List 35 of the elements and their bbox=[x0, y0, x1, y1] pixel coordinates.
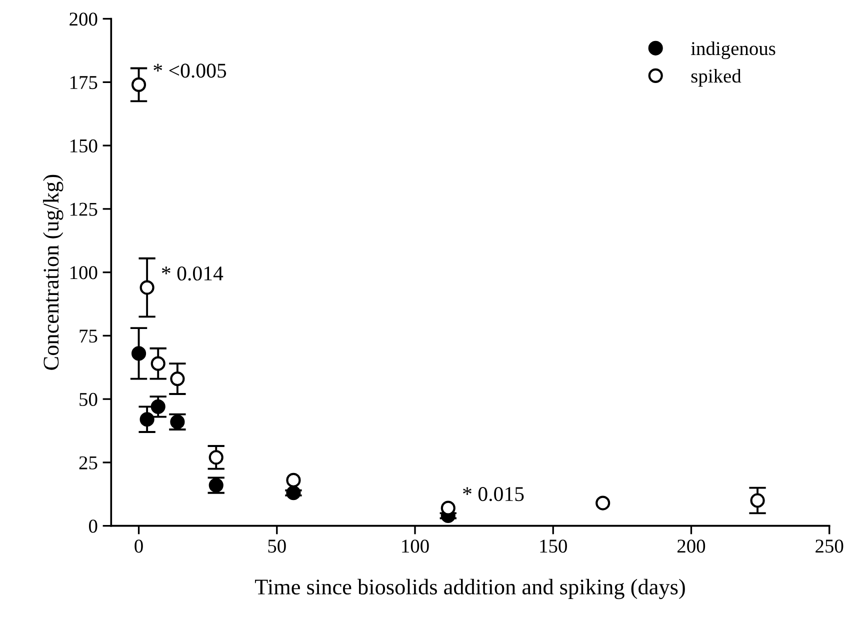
point bbox=[596, 496, 610, 510]
point bbox=[170, 372, 185, 386]
legend-label: indigenous bbox=[691, 41, 776, 60]
point bbox=[150, 356, 166, 371]
y-tick-label: 175 bbox=[70, 76, 98, 90]
y-tick-label: 25 bbox=[79, 456, 98, 470]
y-tick-label: 125 bbox=[70, 202, 98, 216]
x-tick-label: 0 bbox=[134, 540, 143, 553]
annotation: * 0.014 bbox=[162, 266, 224, 281]
x-tick-label: 50 bbox=[268, 540, 286, 553]
point bbox=[131, 346, 146, 361]
y-tick-label: 0 bbox=[88, 520, 98, 533]
point bbox=[750, 493, 765, 508]
annotation: * 0.015 bbox=[463, 487, 524, 502]
x-axis-title: Time since biosolids addition and spiking (days) bbox=[255, 578, 685, 600]
point bbox=[286, 486, 301, 500]
x-tick-label: 250 bbox=[816, 540, 844, 553]
y-tick-label: 200 bbox=[70, 12, 98, 26]
point bbox=[131, 77, 146, 92]
legend-label: spiked bbox=[691, 69, 742, 87]
point bbox=[208, 450, 224, 465]
x-tick-label: 150 bbox=[540, 540, 567, 553]
point bbox=[150, 399, 166, 414]
x-tick-label: 200 bbox=[678, 540, 706, 553]
y-tick-label: 150 bbox=[70, 139, 98, 152]
point bbox=[440, 500, 456, 516]
point bbox=[140, 412, 154, 427]
point bbox=[140, 280, 154, 295]
y-tick-label: 50 bbox=[80, 392, 98, 406]
point bbox=[286, 472, 301, 488]
y-tick-label: 100 bbox=[70, 266, 98, 280]
y-tick-label: 75 bbox=[80, 330, 98, 343]
annotation: * <0.005 bbox=[154, 64, 226, 78]
y-axis-title: Concentration (ug/kg) bbox=[43, 174, 64, 370]
x-tick-label: 100 bbox=[402, 540, 429, 553]
